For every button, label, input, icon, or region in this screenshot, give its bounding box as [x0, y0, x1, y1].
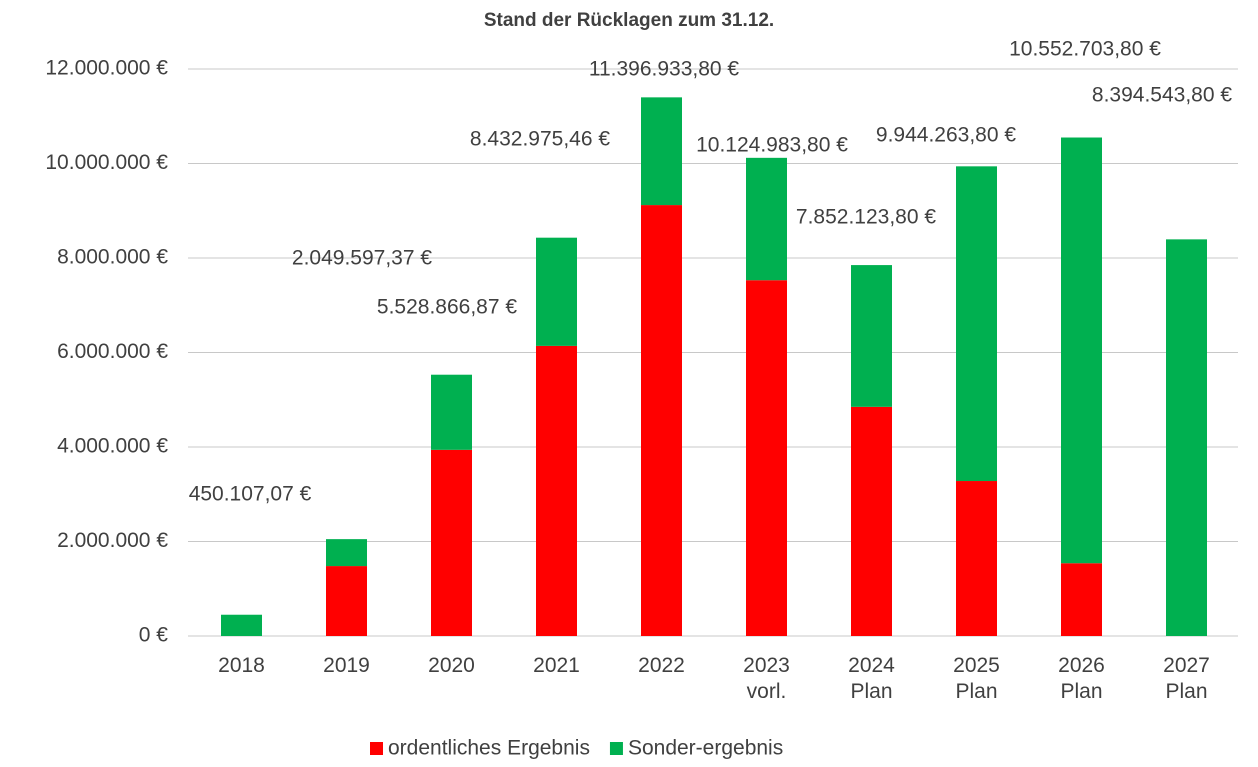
bar-segment — [851, 406, 892, 636]
bar-segment — [956, 481, 997, 636]
x-tick-label: 2027 Plan — [1163, 654, 1210, 703]
total-label: 8.394.543,80 € — [1092, 84, 1232, 107]
x-tick-line: 2024 — [848, 654, 895, 677]
x-tick-label: 2025 Plan — [953, 654, 1000, 703]
bar-segment — [1061, 563, 1102, 636]
x-tick-label: 2020 — [428, 654, 475, 677]
bar-segment — [1166, 239, 1207, 637]
bar-segment — [326, 566, 367, 636]
x-tick-line: 2018 — [218, 654, 265, 677]
legend-label: ordentliches Ergebnis — [388, 737, 590, 760]
x-tick-label: 2024 Plan — [848, 654, 895, 703]
total-label: 10.124.983,80 € — [696, 134, 848, 157]
x-tick-label: 2019 — [323, 654, 370, 677]
x-tick-line: Plan — [1060, 680, 1102, 703]
bar-segment — [641, 97, 682, 206]
total-label: 11.396.933,80 € — [589, 58, 740, 81]
bar-segment — [956, 166, 997, 482]
bar-segment — [746, 280, 787, 636]
x-tick-label: 2021 — [533, 654, 580, 677]
x-tick-line: vorl. — [747, 680, 787, 703]
total-label: 2.049.597,37 € — [292, 247, 432, 270]
x-tick-line: 2025 — [953, 654, 1000, 677]
y-tick-label: 0 € — [139, 624, 169, 647]
y-tick-label: 2.000.000 € — [57, 529, 168, 552]
x-tick-line: 2023 — [743, 654, 790, 677]
y-tick-label: 10.000.000 € — [45, 151, 168, 174]
legend-label: Sonder-ergebnis — [628, 737, 783, 760]
y-tick-label: 8.000.000 € — [57, 246, 168, 269]
total-label: 10.552.703,80 € — [1009, 38, 1161, 61]
x-tick-line: 2021 — [533, 654, 580, 677]
y-tick-label: 4.000.000 € — [57, 435, 168, 458]
bar-segment — [851, 265, 892, 407]
bar-segment — [1061, 137, 1102, 564]
y-tick-label: 6.000.000 € — [57, 340, 168, 363]
total-label: 5.528.866,87 € — [377, 296, 517, 319]
x-tick-label: 2023 vorl. — [743, 654, 790, 703]
total-label: 9.944.263,80 € — [876, 124, 1016, 147]
legend-swatch — [609, 742, 623, 755]
x-tick-line: 2027 — [1163, 654, 1210, 677]
total-label: 8.432.975,46 € — [470, 128, 610, 151]
x-tick-line: Plan — [1165, 680, 1207, 703]
bar-segment — [221, 614, 262, 636]
total-label: 7.852.123,80 € — [796, 206, 936, 229]
x-tick-line: Plan — [850, 680, 892, 703]
bar-segment — [641, 205, 682, 636]
x-tick-label: 2026 Plan — [1058, 654, 1105, 703]
bar-segment — [746, 157, 787, 281]
x-tick-line: 2020 — [428, 654, 475, 677]
bar-segment — [431, 449, 472, 636]
bar-segment — [536, 345, 577, 636]
x-tick-line: 2019 — [323, 654, 370, 677]
y-tick-label: 12.000.000 € — [45, 57, 168, 80]
total-label: 450.107,07 € — [189, 483, 312, 506]
x-tick-line: Plan — [955, 680, 997, 703]
bar-segment — [431, 374, 472, 450]
x-tick-label: 2022 — [638, 654, 685, 677]
legend-swatch — [370, 742, 383, 755]
x-tick-line: 2026 — [1058, 654, 1105, 677]
x-tick-line: 2022 — [638, 654, 685, 677]
chart-title: Stand der Rücklagen zum 31.12. — [484, 10, 774, 31]
x-tick-label: 2018 — [218, 654, 265, 677]
bar-segment — [326, 539, 367, 567]
bar-segment — [536, 237, 577, 346]
